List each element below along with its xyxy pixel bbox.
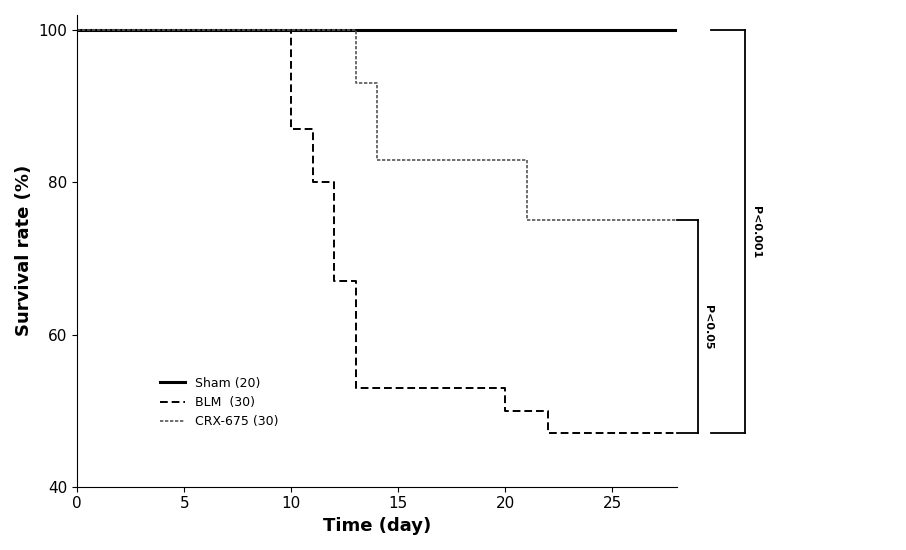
Text: P<0.05: P<0.05 — [703, 305, 713, 349]
CRX-675 (30) — [650, 217, 660, 224]
X-axis label: Time (day): Time (day) — [323, 517, 431, 535]
BLM  (30) — [329, 179, 340, 186]
BLM  (30) — [500, 408, 511, 414]
CRX-675 (30) — [371, 156, 382, 163]
BLM  (30) — [72, 27, 82, 34]
CRX-675 (30) — [650, 217, 660, 224]
BLM  (30) — [543, 408, 554, 414]
BLM  (30) — [329, 278, 340, 284]
CRX-675 (30) — [72, 27, 82, 34]
BLM  (30) — [307, 126, 318, 133]
BLM  (30) — [500, 384, 511, 391]
BLM  (30) — [543, 430, 554, 437]
BLM  (30) — [671, 430, 682, 437]
CRX-675 (30) — [350, 27, 361, 34]
Text: P<0.001: P<0.001 — [750, 206, 760, 258]
CRX-675 (30) — [671, 217, 682, 224]
Legend: Sham (20), BLM  (30), CRX-675 (30): Sham (20), BLM (30), CRX-675 (30) — [155, 372, 284, 433]
Line: BLM  (30): BLM (30) — [77, 30, 677, 433]
BLM  (30) — [285, 126, 296, 133]
CRX-675 (30) — [350, 80, 361, 87]
CRX-675 (30) — [521, 217, 532, 224]
BLM  (30) — [350, 384, 361, 391]
BLM  (30) — [350, 278, 361, 284]
BLM  (30) — [307, 179, 318, 186]
CRX-675 (30) — [371, 80, 382, 87]
CRX-675 (30) — [521, 156, 532, 163]
BLM  (30) — [285, 27, 296, 34]
Y-axis label: Survival rate (%): Survival rate (%) — [15, 165, 33, 337]
Line: CRX-675 (30): CRX-675 (30) — [77, 30, 677, 221]
